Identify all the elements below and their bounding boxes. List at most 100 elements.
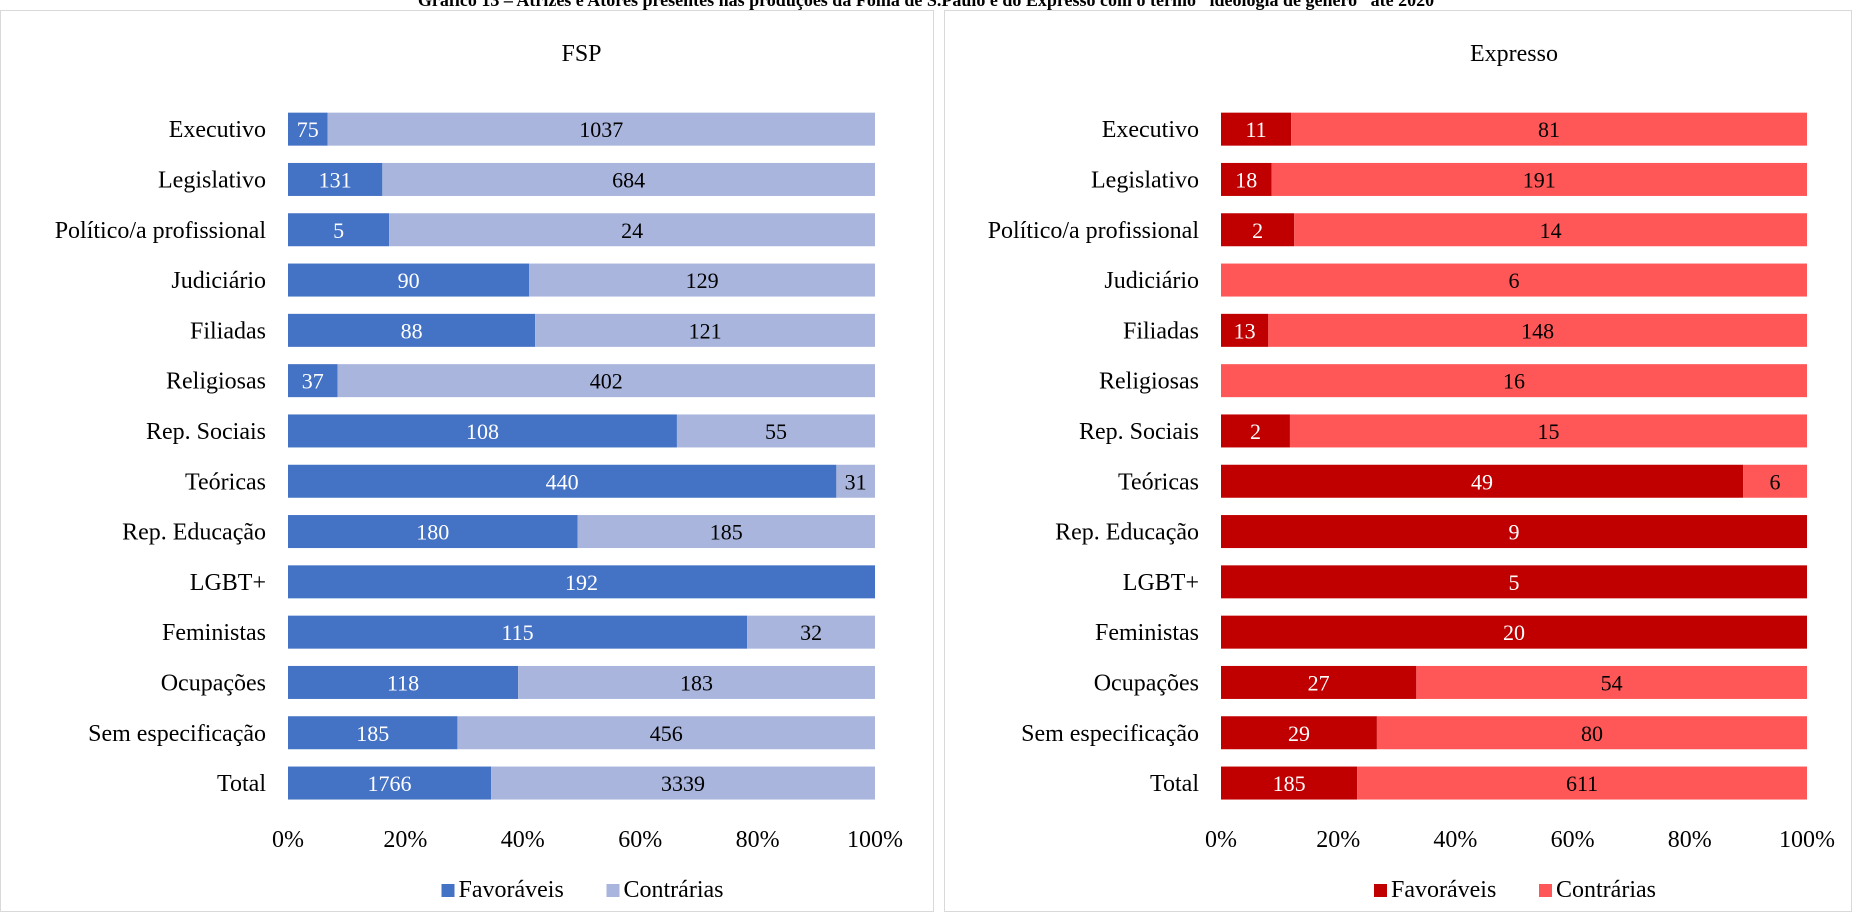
chart-fsp: FSP Executivo 75 1037 Legislativo 131 684 Polít… [55,41,903,903]
chart-panel-fsp: FSP Executivo 75 1037 Legislativo 131 684 Polít… [0,10,934,912]
data-label: 27 [1308,670,1330,695]
expresso-bar-favoraveis-filiadas [1221,313,1269,347]
category-label: Total [1150,771,1199,797]
x-tick-label: 60% [618,827,662,853]
fsp-bar-contrarias-executivo [327,112,875,146]
category-label: Filiadas [190,318,266,344]
category-label: Legislativo [158,167,266,193]
category-label: Político/a profissional [988,218,1200,244]
fsp-bar-favoraveis-sem-especificacao [288,716,458,750]
data-label: 684 [612,167,645,192]
category-label: Rep. Sociais [1079,419,1199,445]
expresso-bar-favoraveis-politico-a-profissional [1221,213,1295,247]
data-label: 80 [1581,721,1603,746]
expresso-bar-favoraveis-lgbt [1221,565,1807,599]
data-label: 131 [319,167,352,192]
data-label: 5 [1509,570,1520,595]
expresso-bar-favoraveis-feministas [1221,615,1807,649]
fsp-bar-contrarias-ocupacoes [518,665,875,699]
expresso-bar-contrarias-legislativo [1271,162,1807,196]
fsp-bar-favoraveis-feministas [288,615,748,649]
x-tick-label: 0% [272,827,304,853]
fsp-bar-contrarias-sem-especificacao [457,716,875,750]
data-label: 185 [710,520,743,545]
category-label: Rep. Educação [1055,520,1199,546]
data-label: 88 [401,318,423,343]
x-tick-label: 60% [1551,827,1595,853]
fsp-bar-favoraveis-filiadas [288,313,536,347]
expresso-bar-contrarias-rep-sociais [1289,414,1807,448]
data-label: 1766 [368,771,412,796]
data-label: 2 [1250,419,1261,444]
data-label: 31 [845,469,867,494]
data-label: 9 [1509,520,1520,545]
category-label: Teóricas [1118,469,1199,495]
expresso-bar-contrarias-total [1357,766,1807,800]
fsp-bar-contrarias-religiosas [337,364,875,398]
category-label: Judiciário [171,268,266,294]
category-label: Sem especificação [88,721,266,747]
x-tick-label: 40% [501,827,545,853]
data-label: 440 [546,469,579,494]
expresso-bar-contrarias-religiosas [1221,364,1807,398]
data-label: 54 [1601,670,1623,695]
data-label: 1037 [579,117,623,142]
legend-swatch-contrarias [606,884,620,897]
x-tick-label: 40% [1433,827,1477,853]
legend-swatch-favoraveis [1374,884,1387,897]
data-label: 129 [686,268,719,293]
data-label: 108 [466,419,499,444]
data-label: 24 [621,218,643,243]
data-label: 37 [302,369,324,394]
legend-label: Favoráveis [459,877,564,903]
category-label: Religiosas [1099,369,1199,395]
data-label: 90 [398,268,420,293]
expresso-bar-favoraveis-ocupacoes [1221,665,1417,699]
data-label: 121 [689,318,722,343]
legend-label: Favoráveis [1391,877,1496,903]
expresso-bar-favoraveis-sem-especificacao [1221,716,1377,750]
category-label: Feministas [1095,620,1199,646]
data-label: 81 [1538,117,1560,142]
data-label: 402 [590,369,623,394]
data-label: 29 [1288,721,1310,746]
category-label: Religiosas [166,369,266,395]
category-label: Ocupações [1094,670,1199,696]
legend-label: Contrárias [1556,877,1656,903]
data-label: 55 [765,419,787,444]
expresso-bar-favoraveis-rep-educacao [1221,515,1807,549]
category-label: Filiadas [1123,318,1199,344]
chart-title: FSP [561,41,601,67]
data-label: 180 [416,520,449,545]
fsp-bar-contrarias-rep-educacao [577,515,875,549]
data-label: 148 [1521,318,1554,343]
fsp-bar-favoraveis-lgbt [288,565,875,599]
data-label: 18 [1235,167,1257,192]
data-label: 14 [1540,218,1562,243]
x-tick-label: 100% [1779,827,1835,853]
fsp-bar-favoraveis-executivo [288,112,328,146]
expresso-bar-contrarias-filiadas [1268,313,1807,347]
category-label: Teóricas [185,469,266,495]
data-label: 185 [1273,771,1306,796]
category-label: Ocupações [161,670,266,696]
legend: Favoráveis Contrárias [1374,877,1656,903]
x-tick-label: 20% [1316,827,1360,853]
expresso-bar-contrarias-sem-especificacao [1376,716,1807,750]
data-label: 6 [1509,268,1520,293]
expresso-bar-favoraveis-executivo [1221,112,1292,146]
category-label: LGBT+ [1123,570,1199,596]
fsp-bar-favoraveis-rep-sociais [288,414,677,448]
fsp-bar-contrarias-feministas [747,615,875,649]
data-label: 191 [1523,167,1556,192]
expresso-bar-contrarias-politico-a-profissional [1294,213,1807,247]
expresso-bar-favoraveis-legislativo [1221,162,1272,196]
data-label: 115 [502,620,534,645]
x-tick-label: 80% [736,827,780,853]
fsp-bar-favoraveis-politico-a-profissional [288,213,390,247]
expresso-bar-favoraveis-teoricas [1221,464,1744,498]
data-label: 16 [1503,369,1525,394]
fsp-bar-favoraveis-rep-educacao [288,515,578,549]
category-label: Judiciário [1104,268,1199,294]
chart-expresso: Expresso Executivo 11 81 Legislativo 18 191 Pol… [988,41,1835,903]
